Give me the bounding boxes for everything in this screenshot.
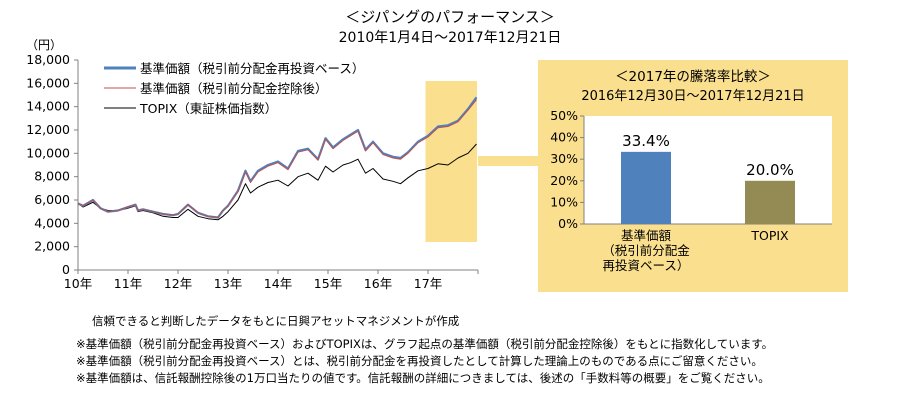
footnotes: ※基準価額（税引前分配金再投資ベース）およびTOPIXは、グラフ起点の基準価額（… xyxy=(76,336,896,387)
series-line-after-distribution xyxy=(77,99,477,218)
bar xyxy=(621,151,671,224)
main-line-chart: （円） 0 2,000 4,000 6,000 8,000 10,000 12,000 14,… xyxy=(26,38,479,291)
y-tick-label: 14,000 xyxy=(26,99,70,114)
inset-y-tick-label: 0% xyxy=(558,216,578,231)
inset-y-tick-label: 20% xyxy=(550,173,578,188)
bar-category-label: TOPIX xyxy=(750,228,789,243)
footnote: ※基準価額は、信託報酬控除後の1万口当たりの値です。信託報酬の詳細につきましては… xyxy=(76,371,770,385)
bar xyxy=(745,180,795,224)
footnote: ※基準価額（税引前分配金再投資ベース）およびTOPIXは、グラフ起点の基準価額（… xyxy=(76,337,774,351)
bar-value-label: 20.0% xyxy=(746,161,794,179)
inset-y-tick-label: 50% xyxy=(550,108,578,123)
y-axis-unit: （円） xyxy=(26,38,62,52)
x-tick-label: 17年 xyxy=(414,276,442,291)
y-tick-label: 16,000 xyxy=(26,75,70,90)
x-tick-label: 16年 xyxy=(364,276,392,291)
inset-title: ＜2017年の騰落率比較＞ xyxy=(615,68,771,85)
inset-y-tick-label: 40% xyxy=(550,130,578,145)
main-legend: 基準価額（税引前分配金再投資ベース） 基準価額（税引前分配金控除後） TOPIX… xyxy=(104,61,364,116)
chart-period: 2010年1月4日～2017年12月21日 xyxy=(339,30,562,46)
y-tick-label: 2,000 xyxy=(34,239,70,254)
chart-title: ＜ジパングのパフォーマンス＞ xyxy=(345,8,555,26)
highlight-connector xyxy=(478,156,538,166)
y-tick-label: 6,000 xyxy=(34,192,70,207)
y-tick-label: 4,000 xyxy=(34,215,70,230)
y-tick-label: 12,000 xyxy=(26,122,70,137)
legend-label-topix: TOPIX（東証株価指数） xyxy=(139,101,277,116)
x-tick-label: 15年 xyxy=(314,276,342,291)
x-tick-label: 14年 xyxy=(264,276,292,291)
period-highlight-band xyxy=(425,81,477,242)
footnote: ※基準価額（税引前分配金再投資ベース）とは、税引前分配金を再投資したとして計算し… xyxy=(76,354,763,368)
x-tick-label: 13年 xyxy=(214,276,242,291)
y-tick-label: 0 xyxy=(62,262,70,277)
x-tick-label: 10年 xyxy=(64,276,92,291)
inset-period: 2016年12月30日～2017年12月21日 xyxy=(581,89,804,104)
x-tick-label: 12年 xyxy=(164,276,192,291)
y-tick-label: 10,000 xyxy=(26,145,70,160)
bar-category-label: 基準価額（税引前分配金再投資ベース） xyxy=(602,228,690,273)
source-note: 信頼できると判断したデータをもとに日興アセットマネジメントが作成 xyxy=(92,314,460,328)
legend-label-reinvest: 基準価額（税引前分配金再投資ベース） xyxy=(140,61,364,76)
inset-panel: ＜2017年の騰落率比較＞ 2016年12月30日～2017年12月21日 0%… xyxy=(538,60,848,292)
legend-label-after-distribution: 基準価額（税引前分配金控除後） xyxy=(140,81,328,96)
bar-value-label: 33.4% xyxy=(622,132,670,150)
y-tick-label: 8,000 xyxy=(34,169,70,184)
x-tick-label: 11年 xyxy=(114,276,142,291)
inset-y-tick-label: 30% xyxy=(550,151,578,166)
y-tick-label: 18,000 xyxy=(26,52,70,67)
inset-y-tick-label: 10% xyxy=(550,194,578,209)
